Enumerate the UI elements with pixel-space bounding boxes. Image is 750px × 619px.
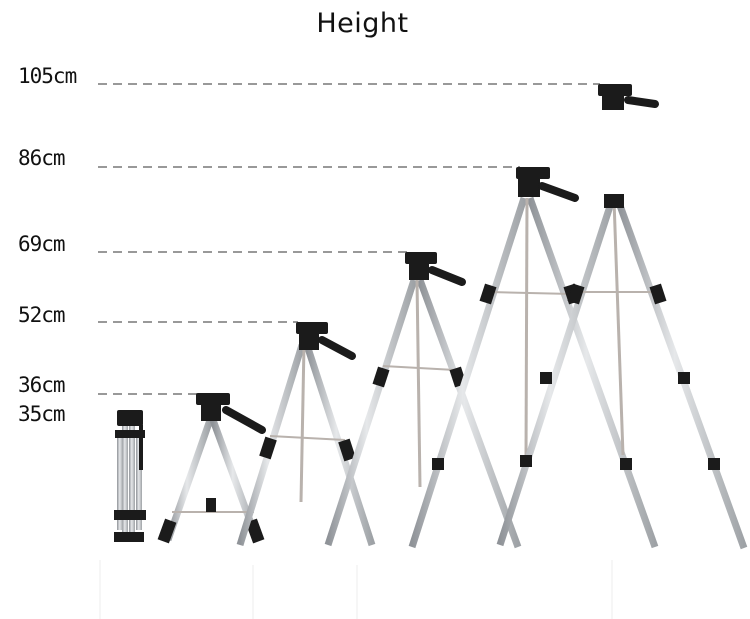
height-label-35: 35cm xyxy=(18,402,66,426)
tripod-69cm-icon xyxy=(324,252,522,549)
height-label-36: 36cm xyxy=(18,373,66,397)
chart-title: Height xyxy=(316,8,409,39)
height-label-52: 52cm xyxy=(18,303,66,327)
height-label-105: 105cm xyxy=(18,64,77,88)
height-label-86: 86cm xyxy=(18,146,66,170)
tripod-52cm-icon xyxy=(236,322,376,547)
tripod-36cm-icon xyxy=(157,393,266,544)
tripod-folded-icon xyxy=(114,410,146,542)
height-label-69: 69cm xyxy=(18,232,66,256)
tripod-86cm-icon xyxy=(408,167,659,549)
tripod-105cm-icon xyxy=(496,84,748,550)
